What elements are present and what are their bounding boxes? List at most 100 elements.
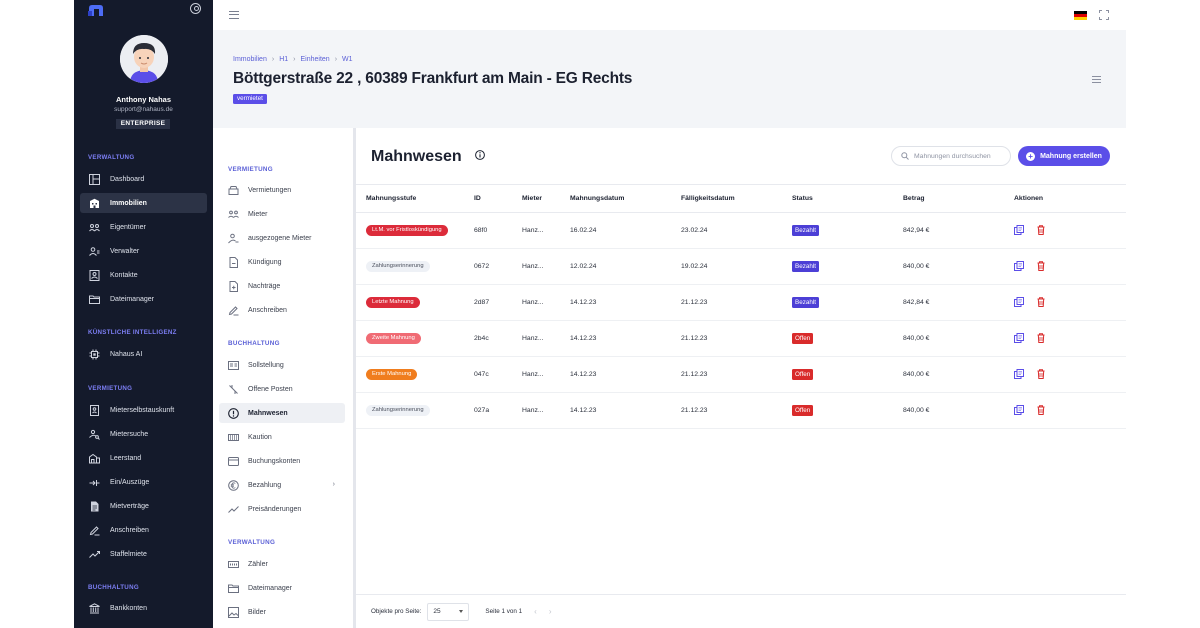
search-field[interactable] [891,146,1011,166]
subnav-item-buchungskonten[interactable]: Buchungskonten [219,451,345,471]
per-page-select[interactable]: 25 [427,602,470,621]
document-minus-icon [229,256,238,268]
sidebar-item-eigentuemer[interactable]: Eigentümer [80,217,207,237]
move-icon [89,479,100,486]
trash-icon[interactable] [1036,332,1046,343]
copy-icon[interactable] [1014,224,1024,235]
table-row[interactable]: Zahlungserinnerung 0672 Hanz... 12.02.24… [356,248,1126,285]
search-input[interactable] [914,152,1008,160]
column-header-amount[interactable]: Betrag [903,184,1014,213]
prev-page-button[interactable]: ‹ [534,607,537,616]
subnav-item-zaehler[interactable]: Zähler [219,554,345,574]
row-id: 047c [474,356,522,393]
sidebar-item-label: Dateimanager [110,295,154,303]
sidebar-item-leerstand[interactable]: Leerstand [80,448,207,468]
subnav-item-kuendigung[interactable]: Kündigung [219,252,345,272]
copy-icon[interactable] [1014,404,1024,415]
subnav-item-nachtraege[interactable]: Nachträge [219,276,345,296]
fullscreen-icon[interactable] [1099,10,1109,20]
column-header-id[interactable]: ID [474,184,522,213]
subnav-item-preisaenderungen[interactable]: Preisänderungen [219,499,345,519]
trash-icon[interactable] [1036,260,1046,271]
subnav-item-label: Zähler [248,560,268,568]
subnav-item-kaution[interactable]: Kaution [219,427,345,447]
subnav-item-bezahlung[interactable]: Bezahlung › [219,475,345,495]
subnav-item-sollstellung[interactable]: Sollstellung [219,355,345,375]
trash-icon[interactable] [1036,368,1046,379]
section-title: Mahnwesen [371,148,462,165]
breadcrumb-einheiten[interactable]: Einheiten [300,56,330,63]
sidebar-item-bankkonten[interactable]: Bankkonten [80,598,207,618]
create-dunning-button[interactable]: + Mahnung erstellen [1018,146,1110,166]
sidebar-item-ein-auszuege[interactable]: Ein/Auszüge [80,472,207,492]
user-profile-icon[interactable] [190,3,201,14]
table-row[interactable]: Zahlungserinnerung 027a Hanz... 14.12.23… [356,392,1126,429]
dunning-level-pill: Lt.M. vor Fristloskündigung [366,225,448,236]
sidebar-item-anschreiben[interactable]: Anschreiben [80,520,207,540]
subnav-item-anschreiben[interactable]: Anschreiben [219,300,345,320]
table-row[interactable]: Lt.M. vor Fristloskündigung 68f0 Hanz...… [356,212,1126,249]
breadcrumb-h1[interactable]: H1 [279,56,289,63]
create-dunning-label: Mahnung erstellen [1040,152,1102,160]
nahaus-logo-icon[interactable] [88,4,104,16]
status-badge: Bezahlt [792,297,820,308]
next-page-button[interactable]: › [548,607,552,616]
column-header-due-date[interactable]: Fälligkeitsdatum [681,184,792,213]
sidebar-item-mietvertraege[interactable]: Mietverträge [80,496,207,516]
trash-icon[interactable] [1036,224,1046,235]
subnav-item-label: Bilder [248,608,266,616]
copy-icon[interactable] [1014,332,1024,343]
column-header-level[interactable]: Mahnungsstufe [356,184,474,213]
subnav-item-mieter[interactable]: Mieter [219,204,345,224]
trend-icon [89,550,100,558]
page-info: Seite 1 von 1 [485,608,523,615]
sidebar-item-nahaus-ai[interactable]: Nahaus AI [80,344,207,364]
breadcrumb-immobilien[interactable]: Immobilien [233,56,267,63]
subnav-item-ausgezogene-mieter[interactable]: ausgezogene Mieter [219,228,345,248]
row-amount: 842,84 € [903,284,1014,321]
copy-icon[interactable] [1014,296,1024,307]
trend-icon [228,505,239,513]
row-tenant: Hanz... [522,356,570,393]
people-icon [228,210,239,218]
sidebar-item-immobilien[interactable]: Immobilien [80,193,207,213]
subnav-item-label: Vermietungen [248,186,292,194]
column-header-tenant[interactable]: Mieter [522,184,570,213]
row-date: 14.12.23 [570,356,681,393]
copy-icon[interactable] [1014,368,1024,379]
sidebar-item-staffelmiete[interactable]: Staffelmiete [80,544,207,564]
subnav-item-dateimanager[interactable]: Dateimanager [219,578,345,598]
column-header-date[interactable]: Mahnungsdatum [570,184,681,213]
trash-icon[interactable] [1036,404,1046,415]
table-row[interactable]: Erste Mahnung 047c Hanz... 14.12.23 21.1… [356,356,1126,393]
subnav-item-label: Bezahlung [248,481,282,489]
column-header-status[interactable]: Status [792,184,903,213]
subnav-item-mahnwesen[interactable]: Mahnwesen [219,403,345,423]
sidebar-item-dateimanager[interactable]: Dateimanager [80,289,207,309]
chevron-right-icon[interactable]: › [332,481,335,488]
table-row[interactable]: Zweite Mahnung 2b4c Hanz... 14.12.23 21.… [356,320,1126,357]
row-date: 16.02.24 [570,212,681,249]
german-flag-icon[interactable] [1074,11,1087,20]
info-icon[interactable] [475,150,485,160]
breadcrumb-w1[interactable]: W1 [342,56,353,63]
sidebar-item-dashboard[interactable]: Dashboard [80,169,207,189]
subnav-item-offene-posten[interactable]: Offene Posten [219,379,345,399]
trash-icon[interactable] [1036,296,1046,307]
plan-badge: ENTERPRISE [116,119,170,129]
subnav-item-bilder[interactable]: Bilder [219,602,345,622]
table-row[interactable]: Letzte Mahnung 2d87 Hanz... 14.12.23 21.… [356,284,1126,321]
sidebar-item-mieterselbstauskunft[interactable]: Mieterselbstauskunft [80,400,207,420]
row-amount: 840,00 € [903,248,1014,285]
subnav-section-buchhaltung: BUCHHALTUNG [228,340,280,347]
vacancy-icon [89,453,100,463]
menu-toggle-icon[interactable] [229,11,239,19]
building-icon [90,198,99,208]
sidebar-item-kontakte[interactable]: Kontakte [80,265,207,285]
sidebar-item-label: Kontakte [110,271,138,279]
sidebar-item-mietersuche[interactable]: Mietersuche [80,424,207,444]
header-menu-icon[interactable] [1092,76,1101,83]
subnav-item-vermietungen[interactable]: Vermietungen [219,180,345,200]
copy-icon[interactable] [1014,260,1024,271]
sidebar-item-verwalter[interactable]: Verwalter [80,241,207,261]
